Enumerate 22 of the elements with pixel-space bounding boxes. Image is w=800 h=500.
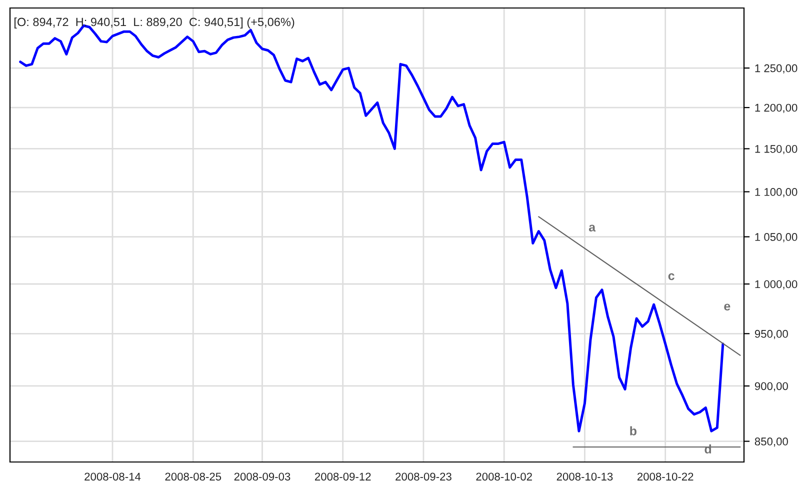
x-tick-label: 2008-08-14 <box>84 472 141 481</box>
y-tick-label: 1 000,00 <box>755 280 798 290</box>
x-tick-label: 2008-10-02 <box>476 472 532 481</box>
y-tick-label: 1 250,00 <box>755 64 798 74</box>
x-tick-label: 2008-08-25 <box>165 472 222 481</box>
y-tick-label: 1 200,00 <box>755 104 798 113</box>
annotation: a <box>588 224 596 232</box>
y-tick-label: 950,00 <box>754 330 788 340</box>
x-tick-label: 2008-09-03 <box>234 472 290 481</box>
y-tick-label: 1 150,00 <box>755 145 798 154</box>
x-tick-label: 2008-09-12 <box>314 472 371 481</box>
x-tick-label: 2008-09-23 <box>396 472 452 481</box>
annotation: b <box>630 426 636 436</box>
y-tick-label: 1 100,00 <box>755 188 798 198</box>
text: [O: 894,72 H: 940,51 L: 889,20 C: 940,51] (+5,06%) <box>14 18 294 29</box>
x-tick-label: 2008-10-13 <box>556 472 613 481</box>
annotation: c <box>668 273 674 280</box>
y-tick-label: 1 050,00 <box>755 233 798 242</box>
annotation: e <box>724 304 730 311</box>
y-tick-label: 900,00 <box>754 382 788 392</box>
y-tick-label: 850,00 <box>754 438 788 447</box>
x-tick-label: 2008-10-22 <box>637 472 694 481</box>
